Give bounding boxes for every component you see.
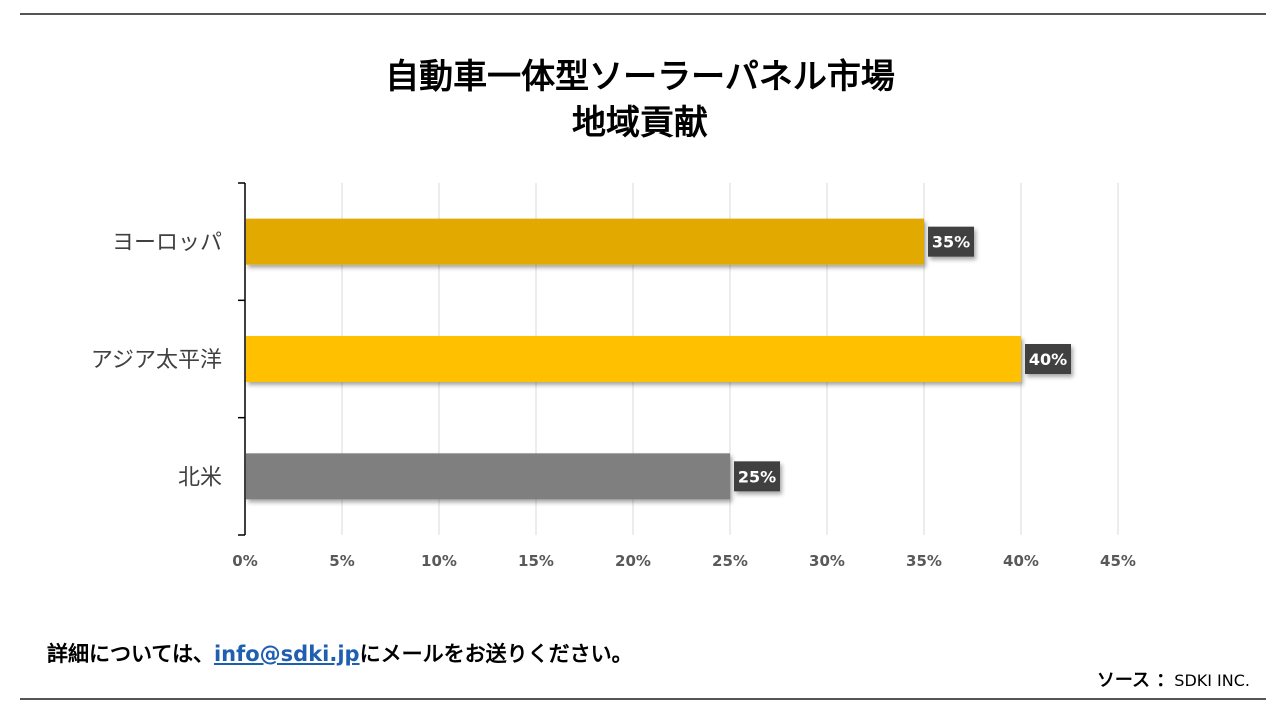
value-label: 25% (738, 467, 776, 486)
x-tick-label: 40% (1003, 552, 1039, 570)
source-value: SDKI INC. (1174, 671, 1250, 690)
x-tick-label: 25% (712, 552, 748, 570)
value-label-box (734, 461, 780, 492)
value-label: 40% (1029, 350, 1067, 369)
bar (246, 336, 1021, 382)
top-rule (20, 13, 1266, 15)
source-credit: ソース ：SDKI INC. (1097, 666, 1250, 692)
value-label: 35% (932, 233, 970, 252)
chart-title-line1: 自動車一体型ソーラーパネル市場 (385, 57, 895, 97)
contact-prefix: 詳細については、 (47, 642, 214, 666)
x-tick-label: 0% (232, 552, 257, 570)
x-tick-label: 15% (518, 552, 554, 570)
category-label: アジア太平洋 (91, 348, 222, 373)
category-label: ヨーロッパ (112, 231, 222, 256)
contact-suffix: にメールをお送りください。 (359, 642, 633, 666)
contact-note: 詳細については、info@sdki.jpにメールをお送りください。 (47, 638, 633, 668)
contact-email-link[interactable]: info@sdki.jp (213, 642, 360, 666)
bar (246, 453, 730, 500)
value-label-box (928, 226, 974, 257)
x-tick-label: 30% (809, 552, 845, 570)
chart-title-line2: 地域貢献 (572, 103, 708, 143)
x-tick-label: 5% (329, 552, 354, 570)
value-label-box (1025, 344, 1071, 374)
x-tick-label: 10% (421, 552, 457, 570)
x-tick-label: 20% (615, 552, 651, 570)
category-label: 北米 (178, 465, 222, 490)
x-tick-label: 45% (1100, 552, 1136, 570)
bar (246, 218, 924, 265)
bottom-rule (20, 698, 1266, 700)
source-label: ソース ： (1096, 670, 1175, 691)
x-tick-label: 35% (906, 552, 942, 570)
